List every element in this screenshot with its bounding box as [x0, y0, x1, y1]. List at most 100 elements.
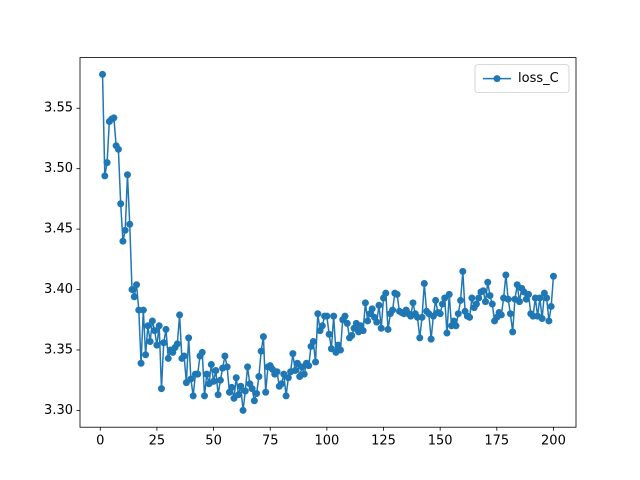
- x-tick-label: 175: [484, 434, 509, 449]
- point: [207, 360, 215, 368]
- x-tick-label: 50: [205, 434, 222, 449]
- point: [318, 322, 326, 330]
- point: [484, 278, 492, 286]
- point: [481, 298, 489, 306]
- point: [244, 363, 252, 371]
- x-tick-label: 0: [96, 434, 104, 449]
- x-tick-label: 25: [149, 434, 166, 449]
- point: [162, 325, 170, 333]
- point: [232, 374, 240, 382]
- point: [459, 267, 467, 275]
- point: [130, 293, 138, 301]
- point: [549, 272, 557, 280]
- point: [212, 367, 220, 375]
- point: [323, 312, 331, 320]
- point: [176, 311, 184, 319]
- y-tick-label: 3.55: [44, 101, 73, 116]
- x-tick-label: 200: [541, 434, 566, 449]
- point: [502, 271, 510, 279]
- point: [101, 172, 109, 180]
- point: [221, 352, 229, 360]
- point: [228, 383, 236, 391]
- point: [234, 391, 242, 399]
- point: [454, 310, 462, 318]
- point: [198, 348, 206, 356]
- point: [547, 302, 555, 310]
- point: [123, 171, 131, 179]
- point: [427, 335, 435, 343]
- point: [223, 363, 231, 371]
- point: [377, 324, 385, 332]
- point: [146, 338, 154, 346]
- point: [144, 322, 152, 330]
- point: [486, 292, 494, 300]
- point: [314, 310, 322, 318]
- point: [445, 290, 453, 298]
- point: [114, 145, 122, 153]
- point: [155, 322, 163, 330]
- point: [420, 279, 428, 287]
- point: [133, 281, 141, 289]
- point: [466, 313, 474, 321]
- point: [291, 367, 299, 375]
- point: [284, 374, 292, 382]
- point: [330, 312, 338, 320]
- point: [312, 358, 320, 366]
- y-tick-label: 3.30: [44, 403, 73, 418]
- point: [536, 294, 544, 302]
- point: [250, 397, 258, 405]
- point: [438, 300, 446, 308]
- point: [121, 226, 129, 234]
- point: [336, 346, 344, 354]
- point: [375, 301, 383, 309]
- point: [359, 327, 367, 335]
- point: [504, 295, 512, 303]
- point: [189, 392, 197, 400]
- point: [187, 375, 195, 383]
- x-tick-label: 100: [314, 434, 339, 449]
- legend-marker: [493, 75, 501, 83]
- point: [126, 220, 134, 228]
- point: [253, 389, 261, 397]
- point: [545, 317, 553, 325]
- point: [278, 380, 286, 388]
- point: [128, 286, 136, 294]
- point: [255, 373, 263, 381]
- point: [305, 362, 313, 370]
- point: [348, 331, 356, 339]
- point: [368, 305, 376, 313]
- point: [538, 315, 546, 323]
- point: [157, 385, 165, 393]
- point: [117, 200, 125, 208]
- point: [210, 377, 218, 385]
- point: [99, 70, 107, 78]
- point: [148, 317, 156, 325]
- point: [164, 354, 172, 362]
- axes-frame: [79, 57, 577, 428]
- point: [282, 392, 290, 400]
- point: [479, 287, 487, 295]
- point: [257, 347, 265, 355]
- point: [343, 319, 351, 327]
- point: [203, 370, 211, 378]
- point: [309, 338, 317, 346]
- point: [384, 325, 392, 333]
- point: [142, 351, 150, 359]
- point: [472, 300, 480, 308]
- point: [515, 298, 523, 306]
- point: [488, 300, 496, 308]
- point: [300, 370, 308, 378]
- point: [139, 306, 147, 314]
- point: [361, 299, 369, 307]
- point: [201, 392, 209, 400]
- point: [194, 370, 202, 378]
- point: [262, 388, 270, 396]
- point: [373, 318, 381, 326]
- x-tick-label: 125: [371, 434, 396, 449]
- point: [389, 306, 397, 314]
- point: [506, 310, 514, 318]
- point: [237, 382, 245, 390]
- point: [214, 391, 222, 399]
- legend-label: loss_C: [518, 71, 559, 86]
